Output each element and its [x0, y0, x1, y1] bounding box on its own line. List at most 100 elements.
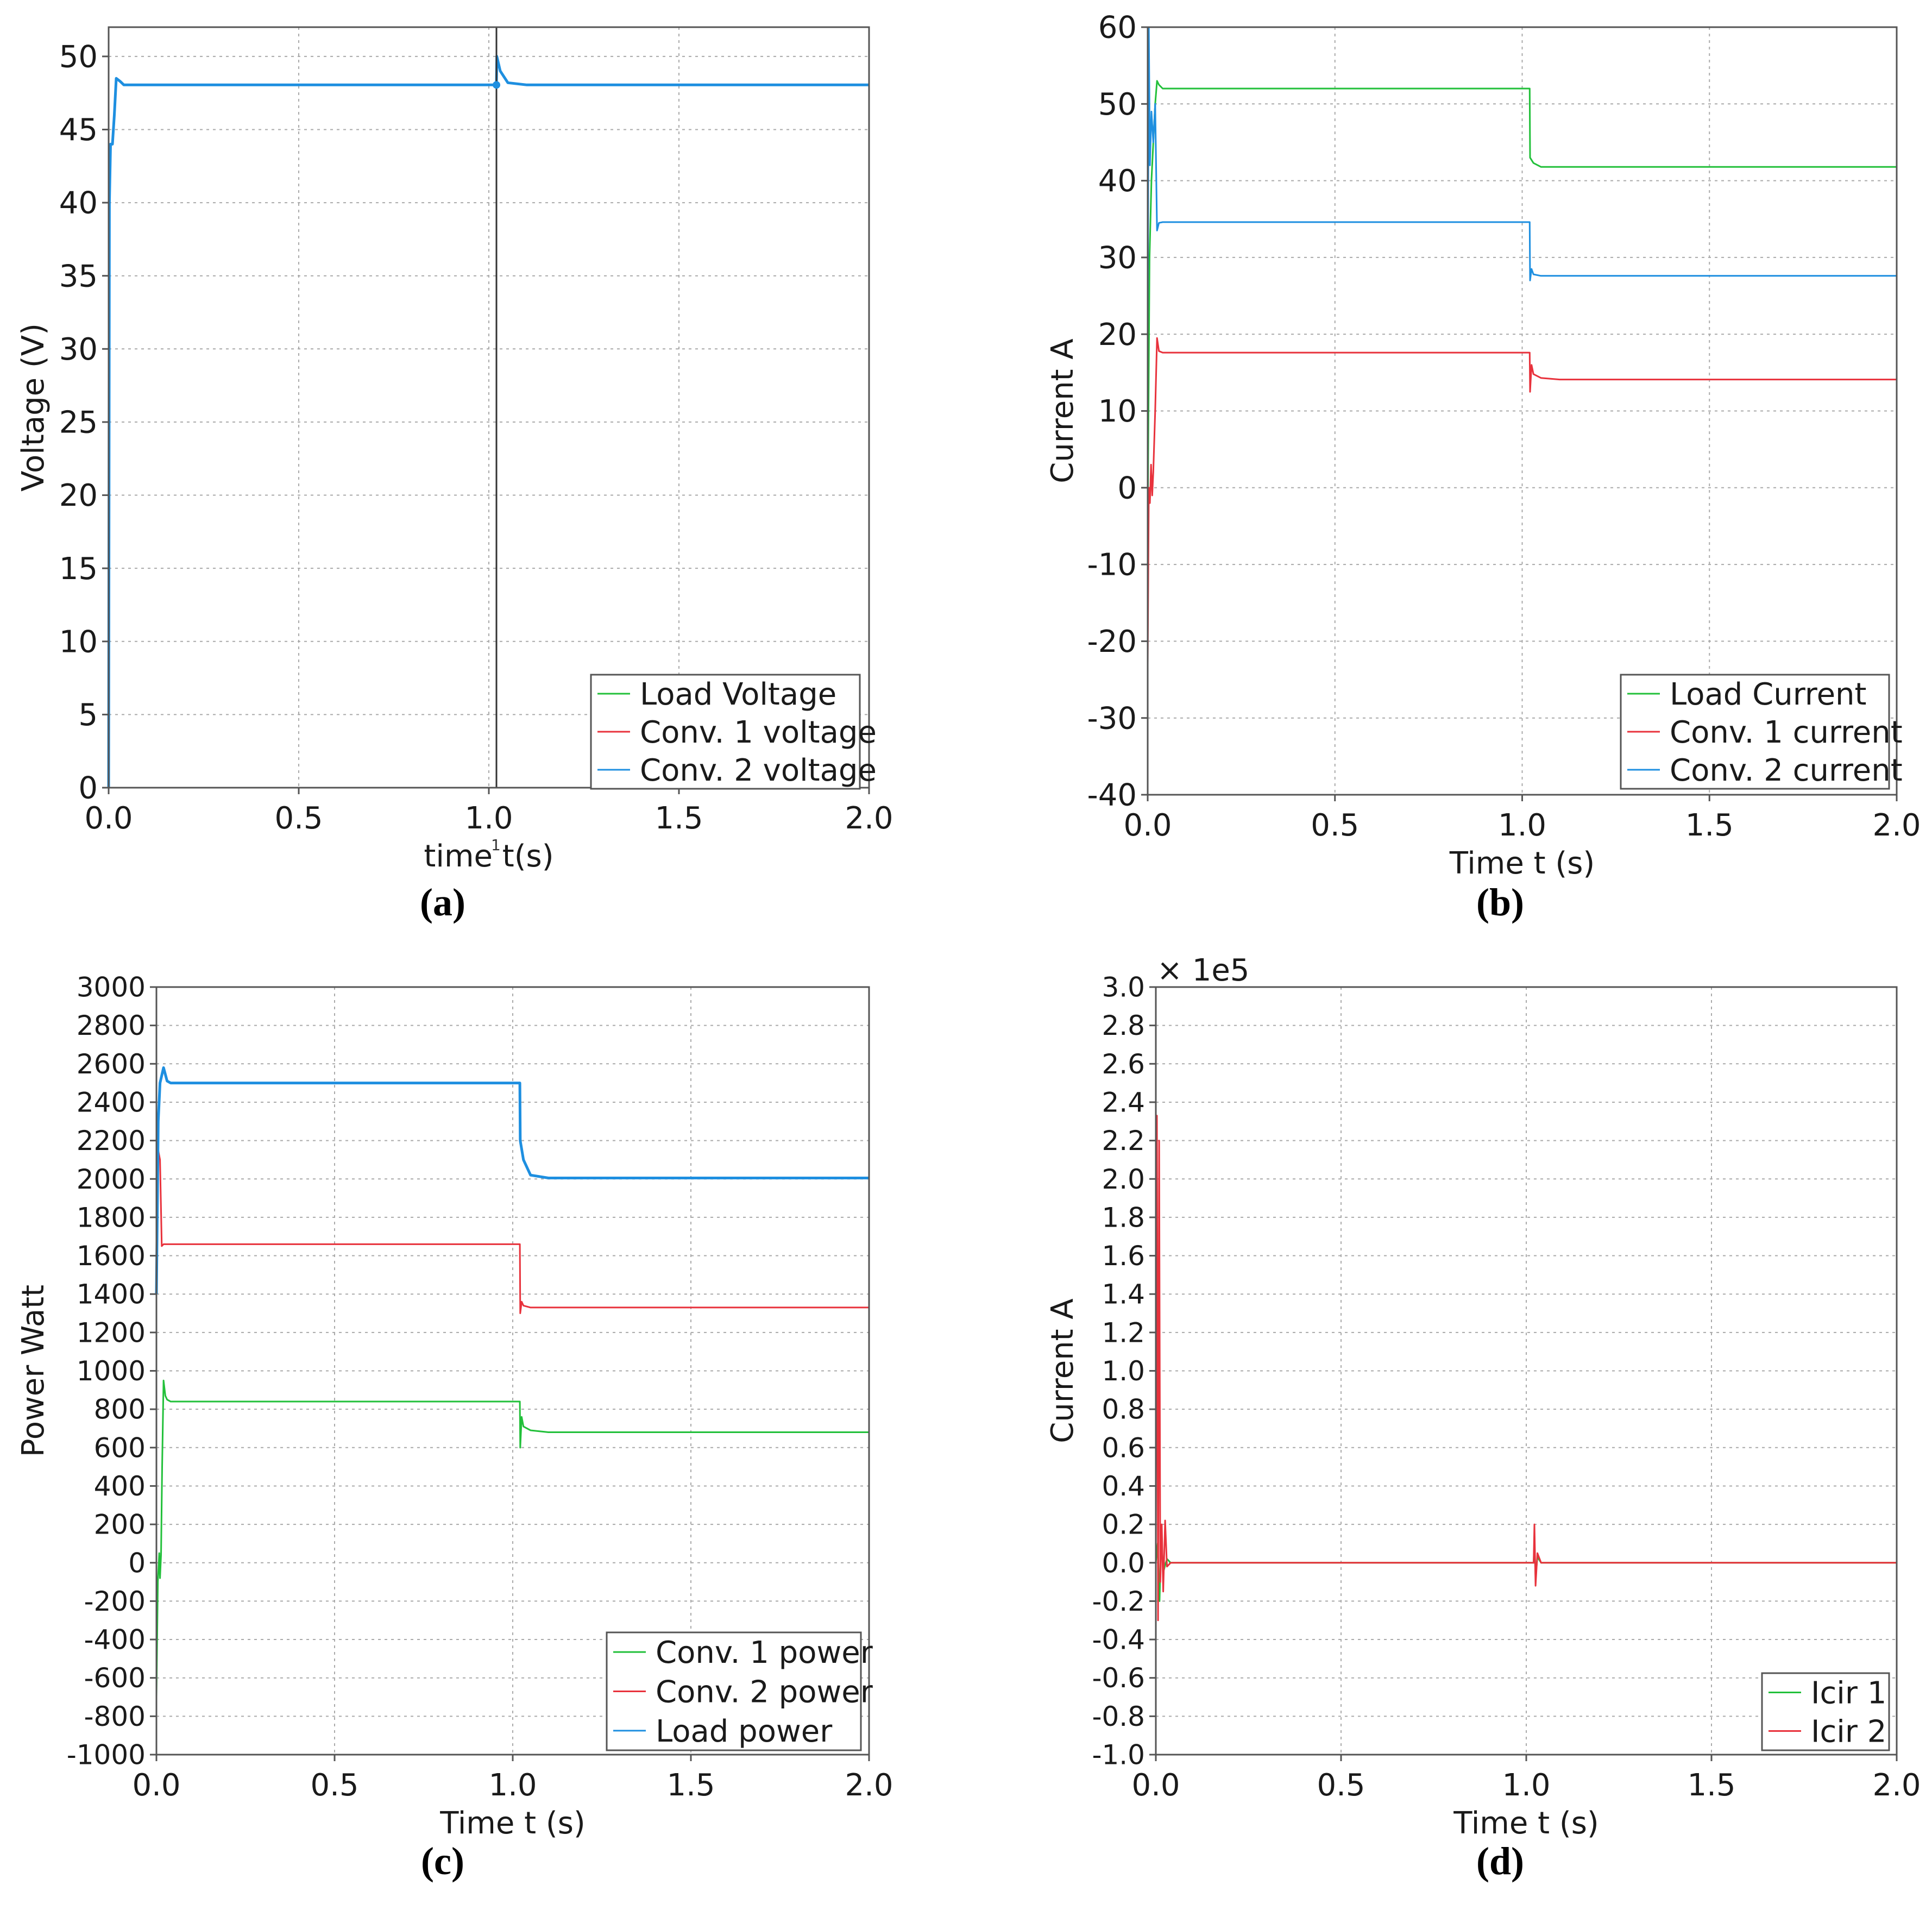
y-tick-label: 40 — [1098, 164, 1137, 199]
x-tick-label: 0.5 — [310, 1768, 358, 1803]
y-tick-label: 20 — [59, 478, 98, 513]
x-axis: 0.0 0.5 1.0 1.5 2.0 — [1131, 1755, 1921, 1803]
y-tick-label: 2600 — [77, 1048, 146, 1080]
legend-label: Conv. 1 current — [1670, 715, 1903, 750]
grid — [156, 987, 869, 1755]
y-tick-label: 3000 — [77, 972, 146, 1003]
series-line-2 — [1147, 337, 1897, 664]
legend-label: Conv. 2 current — [1670, 753, 1903, 788]
panel-caption: (d) — [1476, 1839, 1524, 1883]
x-axis: 0.0 0.5 1.0 1.5 2.0 — [1123, 795, 1921, 843]
y-tick-label: -0.2 — [1092, 1586, 1145, 1617]
x-tick-label: 0.0 — [132, 1768, 180, 1803]
y-tick-label: 200 — [94, 1509, 146, 1541]
y-axis-title: Current A — [1045, 1298, 1080, 1443]
x-tick-label: 0.0 — [84, 801, 133, 836]
y-tick-label: 0 — [78, 771, 98, 806]
y-tick-label: 1.2 — [1102, 1317, 1145, 1348]
legend-label: Conv. 2 voltage — [640, 753, 877, 788]
y-tick-label: 1400 — [77, 1279, 146, 1310]
y-tick-label: 0.8 — [1102, 1394, 1145, 1425]
y-tick-label: 2.4 — [1102, 1086, 1145, 1118]
y-tick-label: -600 — [84, 1662, 146, 1694]
y-tick-label: 2.2 — [1102, 1125, 1145, 1157]
x-axis-title: Time t (s) — [1453, 1806, 1599, 1841]
y-tick-label: -400 — [84, 1624, 146, 1656]
y-tick-label: 600 — [94, 1432, 146, 1463]
chart-c: -1000 -800 -600 -400 -200 0 200 400 600 800 1000 12… — [16, 972, 893, 1883]
legend-label: Icir 1 — [1811, 1676, 1886, 1711]
legend-label: Conv. 1 voltage — [640, 715, 877, 750]
grid — [1156, 987, 1897, 1755]
x-tick-label: 0.5 — [1311, 808, 1359, 843]
x-axis: 0.0 0.5 1.0 1.5 2.0 — [84, 788, 893, 836]
series-line-1 — [1147, 80, 1897, 526]
y-tick-label: 0 — [1117, 470, 1137, 506]
cursor-marker[interactable] — [493, 81, 500, 89]
y-tick-label: 2.8 — [1102, 1010, 1145, 1041]
y-tick-label: 25 — [59, 405, 98, 441]
y-tick-label: 15 — [59, 551, 98, 587]
y-tick-label: 30 — [59, 332, 98, 367]
legend-label: Load Current — [1670, 677, 1866, 712]
y-tick-label: 10 — [1098, 394, 1137, 429]
panel-caption: (b) — [1476, 881, 1524, 924]
y-tick-label: 60 — [1098, 10, 1137, 46]
y-tick-label: 800 — [94, 1394, 146, 1425]
y-axis: 0 5 10 15 20 25 30 35 40 45 50 — [59, 39, 109, 806]
y-axis: -1.0 -0.8 -0.6 -0.4 -0.2 0.0 0.2 0.4 0.6 0.8 1.0 1.… — [1092, 972, 1156, 1771]
y-tick-label: -40 — [1087, 778, 1137, 813]
y-tick-label: -800 — [84, 1701, 146, 1732]
legend-label: Load power — [656, 1714, 833, 1749]
y-tick-label: 0.6 — [1102, 1432, 1145, 1463]
x-tick-label: 1.5 — [1687, 1768, 1735, 1803]
y-tick-label: -10 — [1087, 548, 1137, 583]
x-tick-label: 0.0 — [1123, 808, 1172, 843]
y-tick-label: 1.8 — [1102, 1202, 1145, 1233]
y-tick-label: 1200 — [77, 1317, 146, 1348]
x-axis-title: time t(s) — [424, 839, 553, 874]
y-tick-label: 0.2 — [1102, 1509, 1145, 1541]
y-tick-label: 40 — [59, 186, 98, 221]
y-tick-label: 0.4 — [1102, 1471, 1145, 1502]
y-tick-label: 1.0 — [1102, 1355, 1145, 1387]
series-line-1 — [155, 1379, 869, 1698]
y-tick-label: 35 — [59, 259, 98, 294]
panel-caption: (a) — [420, 881, 465, 924]
chart-b: -40 -30 -20 -10 0 10 20 30 40 50 60 0.0 0.5 1.0 1.5 2.0… — [1045, 10, 1921, 924]
y-axis-title: Power Watt — [16, 1285, 51, 1457]
y-tick-label: 20 — [1098, 317, 1137, 353]
chart-d: -1.0 -0.8 -0.6 -0.4 -0.2 0.0 0.2 0.4 0.6 0.8 1.0 1.… — [1045, 953, 1921, 1883]
y-tick-label: 2000 — [77, 1164, 146, 1195]
legend-box — [1620, 674, 1890, 790]
x-tick-label: 1.0 — [488, 1768, 537, 1803]
legend-label: Conv. 2 power — [656, 1675, 873, 1710]
y-tick-label: 2800 — [77, 1010, 146, 1041]
axis-multiplier: × 1e5 — [1157, 953, 1249, 988]
x-tick-label: 2.0 — [845, 1768, 893, 1803]
y-tick-label: -0.6 — [1092, 1662, 1145, 1694]
y-tick-label: 400 — [94, 1471, 146, 1502]
x-tick-label: 1.5 — [655, 801, 703, 836]
y-tick-label: 3.0 — [1102, 972, 1145, 1003]
y-tick-label: 5 — [78, 698, 98, 733]
y-tick-label: 50 — [59, 39, 98, 74]
legend-label: Conv. 1 power — [656, 1635, 873, 1670]
y-tick-label: 1800 — [77, 1202, 146, 1233]
y-tick-label: -1000 — [67, 1739, 146, 1771]
y-tick-label: 0 — [128, 1547, 146, 1579]
y-axis-title: Current A — [1045, 338, 1080, 483]
x-tick-label: 1.0 — [1502, 1768, 1550, 1803]
x-tick-label: 2.0 — [1872, 808, 1921, 843]
x-axis: 0.0 0.5 1.0 1.5 2.0 — [132, 1755, 893, 1803]
x-tick-label: 0.5 — [274, 801, 323, 836]
legend-box — [1761, 1672, 1890, 1751]
y-tick-label: 1000 — [77, 1355, 146, 1387]
y-tick-label: 2400 — [77, 1086, 146, 1118]
y-tick-label: 1.4 — [1102, 1279, 1145, 1310]
series-line-2 — [1155, 1115, 1897, 1622]
